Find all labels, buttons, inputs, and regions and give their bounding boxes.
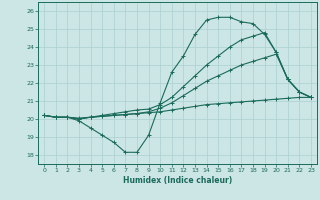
X-axis label: Humidex (Indice chaleur): Humidex (Indice chaleur): [123, 176, 232, 185]
